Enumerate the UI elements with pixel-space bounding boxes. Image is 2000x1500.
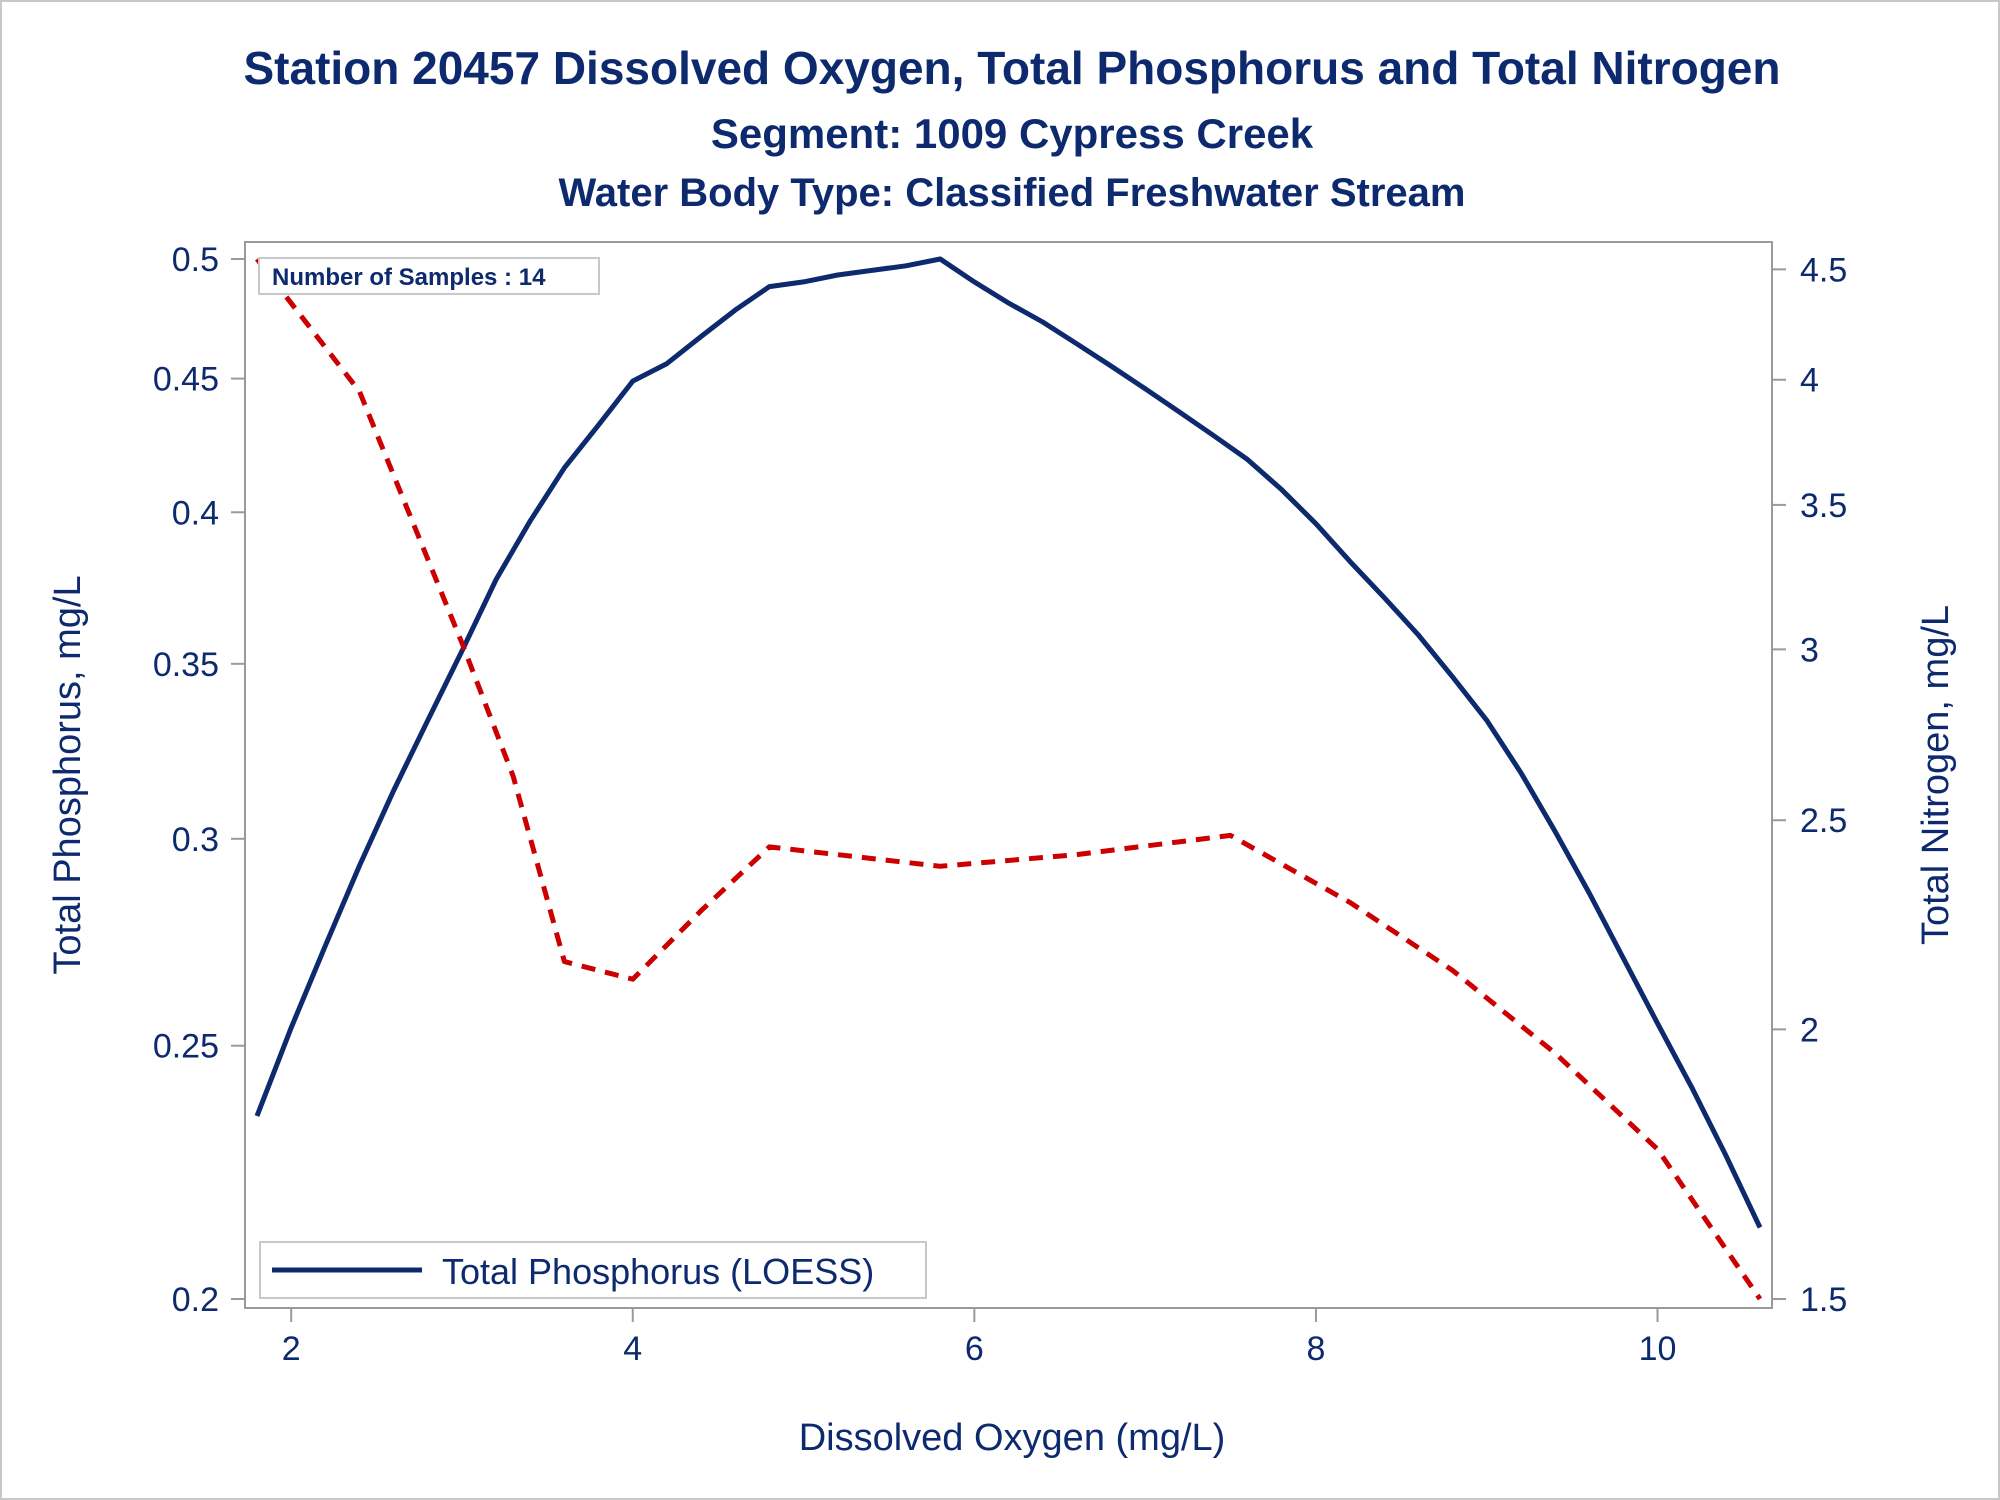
y-axis-label-right: Total Nitrogen, mg/L <box>1915 605 1957 945</box>
plot-area <box>244 241 1773 1309</box>
x-tick-label: 2 <box>282 1330 301 1368</box>
y-tick-label: 0.2 <box>172 1281 219 1319</box>
y-tick-label: 0.4 <box>172 494 219 532</box>
y-tick-label: 0.45 <box>153 361 219 399</box>
y2-tick-label: 2 <box>1800 1011 1819 1049</box>
y-tick-label: 0.35 <box>153 646 219 684</box>
y-axis-label-left: Total Phosphorus, mg/L <box>47 575 89 974</box>
y2-tick-label: 2.5 <box>1800 802 1847 840</box>
annotation-box <box>258 257 600 295</box>
x-tick-label: 10 <box>1639 1330 1677 1368</box>
y2-tick-label: 3 <box>1800 631 1819 669</box>
y-tick-label: 0.3 <box>172 821 219 859</box>
x-tick-label: 6 <box>965 1330 984 1368</box>
x-axis-label: Dissolved Oxygen (mg/L) <box>799 1417 1226 1459</box>
x-tick-label: 8 <box>1306 1330 1325 1368</box>
series-line-total-nitrogen <box>255 257 1763 1301</box>
series-line-total-phosphorus <box>254 256 1763 1229</box>
x-axis: 2 4 6 8 10 <box>282 1308 1677 1368</box>
x-tick-label: 4 <box>623 1330 642 1368</box>
y2-tick-label: 4 <box>1800 362 1819 400</box>
y-axis-left: 0.5 0.45 0.4 0.35 0.3 0.25 0.2 <box>153 241 245 1319</box>
legend-label-phosphorus: Total Phosphorus (LOESS) <box>442 1251 874 1292</box>
y2-tick-label: 1.5 <box>1800 1281 1847 1319</box>
series-layer <box>254 256 1763 1301</box>
chart-title: Station 20457 Dissolved Oxygen, Total Ph… <box>243 42 1780 94</box>
annotation-text: Number of Samples : 14 <box>272 264 546 291</box>
y-tick-label: 0.5 <box>172 241 219 279</box>
y2-tick-label: 3.5 <box>1800 487 1847 525</box>
sample-count-annotation: Number of Samples : 14 <box>258 257 600 295</box>
chart-subtitle-segment: Segment: 1009 Cypress Creek <box>711 110 1314 157</box>
y2-tick-label: 4.5 <box>1800 251 1847 289</box>
legend: Total Phosphorus (LOESS) <box>259 1241 927 1299</box>
y-axis-right: 4.5 4 3.5 3 2.5 2 1.5 <box>1772 251 1847 1319</box>
y-tick-label: 0.25 <box>153 1028 219 1066</box>
chart-subtitle-waterbody: Water Body Type: Classified Freshwater S… <box>559 171 1466 215</box>
